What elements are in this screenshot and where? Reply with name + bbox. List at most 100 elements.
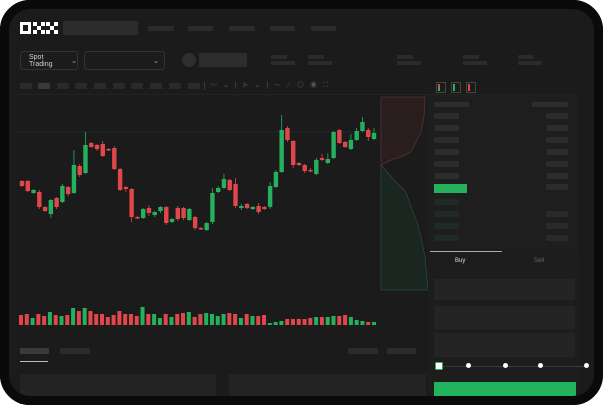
candle[interactable] (250, 206, 256, 210)
candle[interactable] (158, 206, 163, 213)
amount-input[interactable] (434, 306, 575, 329)
timeframe-button[interactable] (20, 83, 32, 89)
candle[interactable] (331, 131, 336, 159)
slider-handle[interactable] (435, 362, 443, 370)
orderbook-bids-icon[interactable] (451, 82, 461, 93)
orderbook-both-icon[interactable] (436, 82, 446, 93)
candle[interactable] (169, 218, 175, 223)
candle[interactable] (239, 204, 244, 210)
candle[interactable] (129, 188, 134, 222)
candle[interactable] (100, 141, 105, 157)
candle[interactable] (325, 153, 331, 164)
candle[interactable] (227, 179, 232, 191)
candle[interactable] (94, 144, 100, 151)
candle[interactable] (302, 164, 307, 173)
timeframe-button[interactable] (113, 83, 125, 89)
candle[interactable] (83, 132, 88, 174)
candle[interactable] (360, 117, 365, 132)
nav-item[interactable] (148, 26, 174, 31)
candle[interactable] (54, 197, 59, 209)
candle[interactable] (314, 158, 319, 175)
nav-item[interactable] (270, 26, 295, 31)
indicator-icons[interactable]: 〰⌄|⊱⌄|∼⟋◎◉⛶ (210, 82, 334, 89)
candle[interactable] (175, 206, 181, 221)
candle[interactable] (204, 222, 209, 231)
candle[interactable] (308, 168, 313, 172)
candle[interactable] (267, 182, 273, 209)
bottom-action[interactable] (387, 348, 416, 354)
candle[interactable] (221, 174, 227, 189)
candle[interactable] (42, 206, 48, 212)
total-input[interactable] (434, 333, 575, 357)
candle[interactable] (48, 199, 54, 218)
tab-buy[interactable]: Buy (455, 258, 466, 264)
tab-order-history[interactable] (60, 348, 90, 354)
candle[interactable] (31, 189, 36, 194)
candle[interactable] (146, 205, 152, 216)
timeframe-button[interactable] (57, 83, 69, 89)
candle[interactable] (354, 128, 359, 141)
buy-button[interactable] (434, 382, 576, 396)
candle[interactable] (348, 134, 354, 150)
candle[interactable] (152, 211, 157, 217)
timeframe-button[interactable] (131, 83, 143, 89)
slider-mark[interactable] (503, 363, 508, 368)
slider-track[interactable] (440, 366, 587, 367)
timeframe-button[interactable] (169, 83, 181, 89)
mid-price[interactable] (434, 184, 467, 193)
candle[interactable] (77, 164, 82, 177)
candle[interactable] (123, 186, 129, 192)
candle[interactable] (198, 227, 204, 230)
candle[interactable] (37, 190, 42, 209)
pair-selector[interactable]: ⌄ (84, 51, 165, 70)
nav-item[interactable] (311, 26, 336, 31)
candle[interactable] (112, 146, 117, 170)
candle[interactable] (296, 162, 302, 166)
candle[interactable] (319, 154, 325, 161)
slider-mark[interactable] (538, 363, 543, 368)
bottom-action[interactable] (348, 348, 378, 354)
candle[interactable] (273, 170, 279, 188)
slider-mark[interactable] (466, 363, 471, 368)
orderbook-asks-icon[interactable] (466, 82, 476, 93)
candle[interactable] (140, 208, 146, 219)
candle[interactable] (233, 178, 238, 208)
candle[interactable] (181, 207, 186, 220)
candle[interactable] (210, 188, 215, 224)
candle[interactable] (164, 206, 169, 225)
candle[interactable] (89, 142, 94, 148)
candle[interactable] (117, 168, 123, 191)
slider-mark[interactable] (584, 363, 589, 368)
candle[interactable] (187, 208, 192, 221)
candle[interactable] (285, 126, 290, 142)
candle[interactable] (71, 150, 77, 194)
timeframe-button[interactable] (188, 83, 200, 89)
candle[interactable] (60, 184, 65, 203)
timeframe-button[interactable] (38, 83, 50, 89)
candle[interactable] (135, 216, 140, 219)
candle[interactable] (366, 128, 371, 141)
nav-item[interactable] (229, 26, 255, 31)
tab-sell[interactable]: Sell (534, 258, 545, 264)
timeframe-button[interactable] (150, 83, 162, 89)
candle[interactable] (342, 141, 348, 148)
candle[interactable] (291, 140, 296, 168)
candle[interactable] (262, 206, 267, 210)
candle[interactable] (215, 186, 221, 193)
candle[interactable] (19, 180, 25, 187)
tab-open-orders[interactable] (20, 348, 49, 354)
search-bar[interactable] (63, 21, 138, 35)
candle[interactable] (256, 203, 261, 214)
candle[interactable] (106, 148, 111, 151)
nav-item[interactable] (188, 26, 213, 31)
candle[interactable] (371, 128, 377, 140)
candle[interactable] (337, 129, 342, 144)
market-selector[interactable]: Spot Trading ⌄ (20, 51, 78, 70)
price-input[interactable] (434, 279, 575, 300)
candle[interactable] (65, 186, 71, 196)
timeframe-button[interactable] (75, 83, 87, 89)
candle[interactable] (192, 216, 198, 230)
candle[interactable] (244, 203, 250, 209)
timeframe-button[interactable] (94, 83, 106, 89)
